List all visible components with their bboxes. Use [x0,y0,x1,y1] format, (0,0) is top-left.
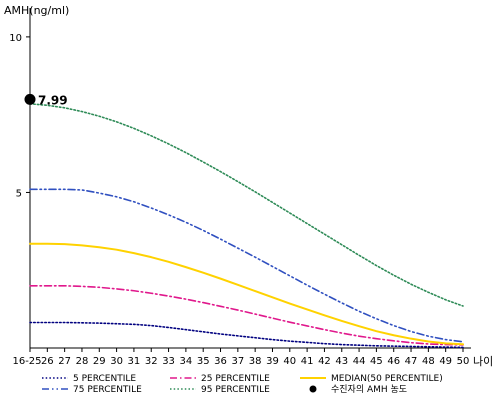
legend-label-5: 95 PERCENTILE [201,385,270,395]
series-line-1 [29,321,464,349]
series-line-2 [29,284,464,346]
x-axis-title: 나이 [473,355,493,368]
patient-amh-value-label: 7.99 [38,93,68,107]
x-tick-label: 40 [283,356,296,367]
legend-label-4: 75 PERCENTILE [73,385,142,395]
x-tick-label: 31 [128,356,141,367]
x-tick-label: 34 [180,356,193,367]
series-line-4 [29,188,464,343]
y-axis-title: AMH(ng/ml) [4,4,69,17]
x-tick-label: 48 [422,356,435,367]
legend-label-1: 5 PERCENTILE [73,374,136,384]
x-tick-label: 32 [145,356,158,367]
x-tick-label: 43 [335,356,348,367]
legend-label-patient-amh: 수진자의 AMH 농도 [331,384,407,395]
x-tick-label: 44 [353,356,366,367]
legend: 5 PERCENTILE 25 PERCENTILE MEDIAN(50 PERCE… [42,374,443,395]
x-tick-label: 33 [162,356,175,367]
annotation-layer: 7.99 [24,93,68,107]
y-tick-label: 5 [16,188,22,199]
x-tick-label: 42 [318,356,331,367]
series-layer [29,102,464,349]
x-tick-label: 36 [214,356,227,367]
x-tick-label: 45 [370,356,383,367]
patient-amh-marker [24,93,36,105]
legend-marker-patient-amh [309,385,317,393]
x-tick-label: 41 [301,356,314,367]
x-tick-label: 26 [41,356,54,367]
x-tick-label: 30 [110,356,123,367]
x-tick-label: 39 [266,356,279,367]
x-tick-label: 29 [93,356,106,367]
axes: AMH(ng/ml) 5 10 16-25 26 27 28 29 30 31 32 33 34 35 36… [4,4,493,368]
x-tick-label: 28 [76,356,89,367]
x-tick-label: 16-25 [12,356,41,367]
x-tick-label: 35 [197,356,210,367]
x-tick-label: 46 [387,356,400,367]
y-tick-label: 10 [9,33,22,44]
x-tick-label: 50 [457,356,470,367]
legend-label-3: MEDIAN(50 PERCENTILE) [331,374,443,384]
x-tick-label: 49 [439,356,452,367]
series-line-3 [29,242,464,346]
x-tick-label: 38 [249,356,262,367]
legend-label-2: 25 PERCENTILE [201,374,270,384]
x-tick-label: 37 [231,356,244,367]
x-tick-label: 47 [405,356,418,367]
series-line-5 [29,102,464,307]
x-tick-label: 27 [58,356,71,367]
